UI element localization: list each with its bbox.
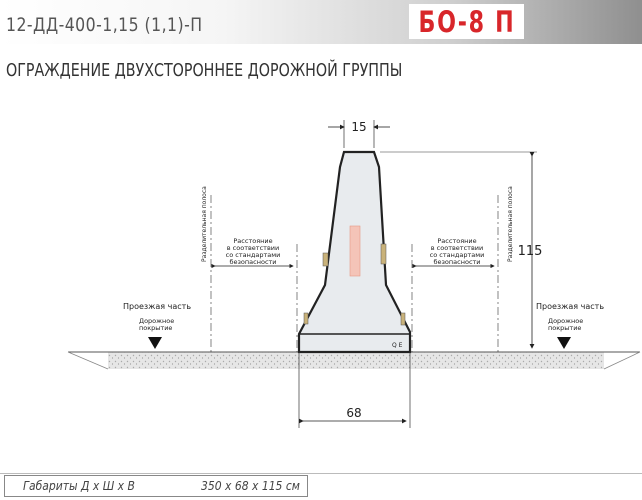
model-badge: БО-8 П — [409, 4, 524, 39]
road-surface-left-2: покрытие — [139, 324, 172, 332]
dimensions-box: Габариты Д х Ш х В 350 х 68 х 115 см — [4, 475, 308, 497]
distance-label-right-3: со стандартами — [430, 251, 485, 259]
road-surface-right-2: покрытие — [548, 324, 581, 332]
page-title: ОГРАЖДЕНИЕ ДВУХСТОРОННЕЕ ДОРОЖНОЙ ГРУППЫ — [6, 60, 403, 81]
separator-label-left: Разделительная полоса — [201, 186, 208, 262]
model-label: БО-8 П — [418, 4, 515, 39]
rebar-zone — [349, 225, 361, 277]
distance-label-right-2: в соответствии — [431, 244, 483, 252]
clamp-left-bottom — [303, 312, 309, 325]
carriageway-label-right: Проезжая часть — [536, 302, 604, 311]
clamp-right-top — [380, 243, 387, 265]
level-marker-right-icon — [557, 337, 571, 349]
distance-label-left-4: безопасности — [229, 258, 276, 266]
header-background — [0, 0, 642, 44]
separator-label-right: Разделительная полоса — [507, 186, 514, 262]
carriageway-label-left: Проезжая часть — [123, 302, 191, 311]
distance-label-left-3: со стандартами — [226, 251, 281, 259]
distance-label-right-4: безопасности — [433, 258, 480, 266]
distance-label-left-2: в соответствии — [227, 244, 279, 252]
dim-top-width: 15 — [351, 120, 366, 134]
block-mark: Q E — [392, 342, 403, 349]
header-bar: 12-ДД-400-1,15 (1,1)-П БО-8 П — [0, 0, 642, 44]
ground-strip — [108, 352, 604, 369]
road-surface-left-1: Дорожное — [139, 317, 174, 325]
product-code: 12-ДД-400-1,15 (1,1)-П — [6, 14, 203, 36]
dim-base-width: 68 — [346, 406, 361, 420]
dimensions-value: 350 х 68 х 115 см — [201, 479, 300, 493]
footer-divider — [0, 473, 642, 474]
distance-label-left-1: Расстояние — [233, 237, 272, 245]
dimensions-label: Габариты Д х Ш х В — [23, 479, 135, 493]
clamp-left-top — [322, 252, 329, 267]
clamp-right-bottom — [400, 312, 406, 326]
dim-height: 115 — [518, 244, 543, 259]
road-surface-right-1: Дорожное — [548, 317, 583, 325]
level-marker-left-icon — [148, 337, 162, 349]
distance-label-right-1: Расстояние — [437, 237, 476, 245]
